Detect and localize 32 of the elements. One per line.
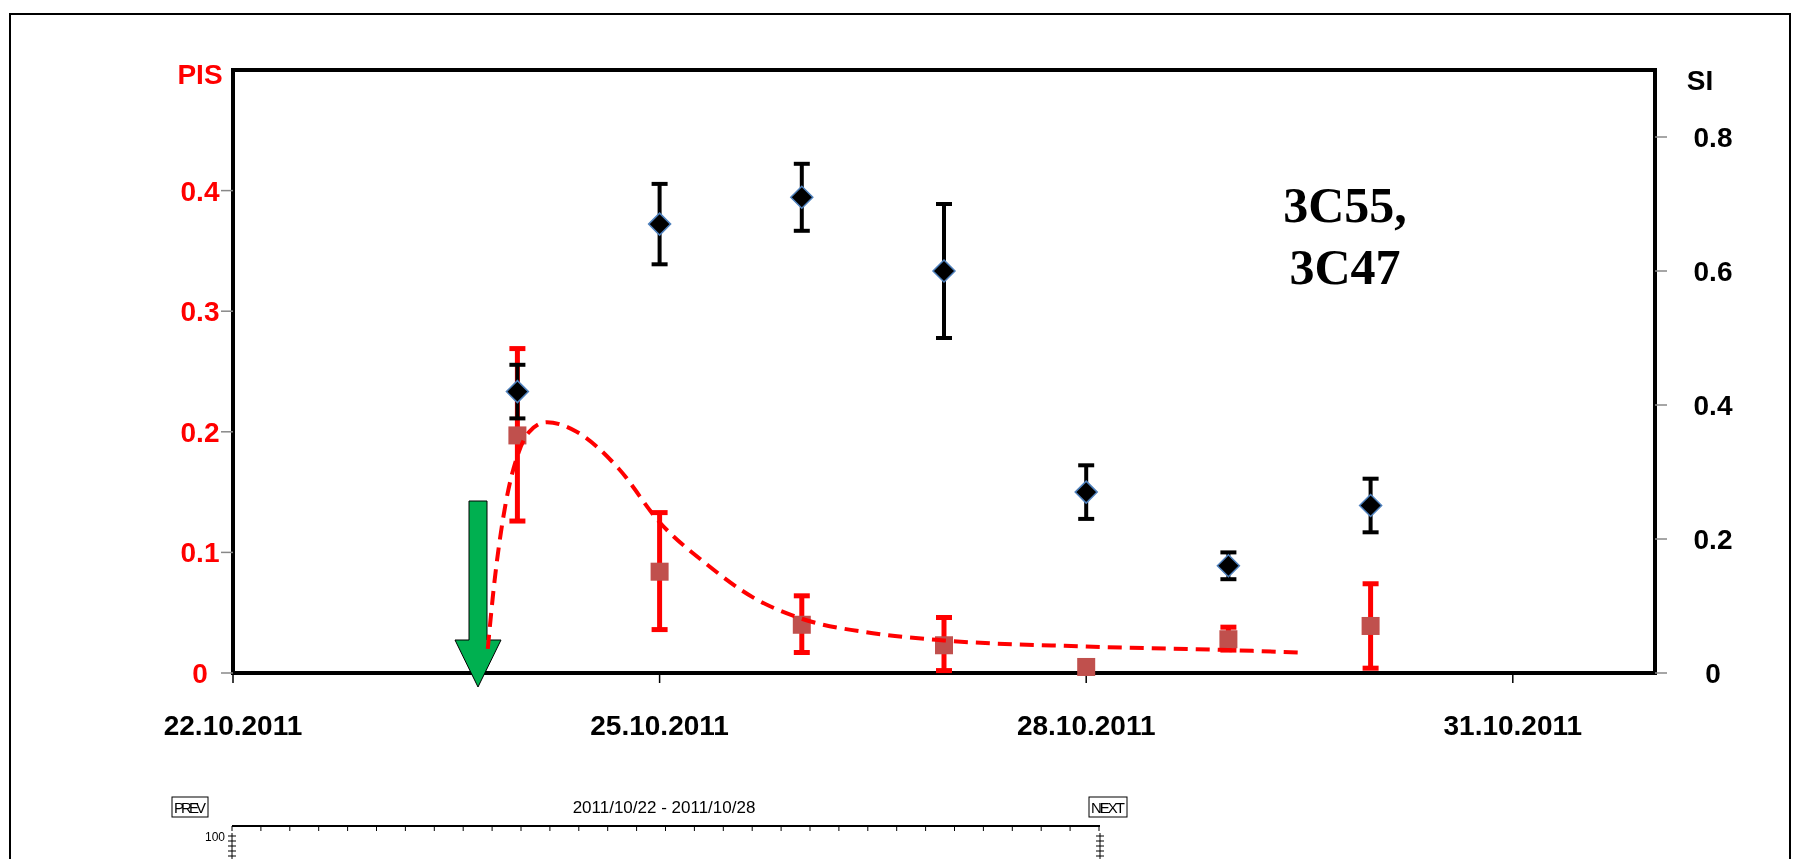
- y2-tick-label: 0: [1705, 658, 1721, 689]
- point: [647, 212, 672, 236]
- point: [790, 185, 814, 210]
- y-tick-label: 0.2: [180, 416, 220, 448]
- x-tick-label: 25.10.2011: [590, 710, 729, 741]
- y-tick-label: 0.1: [180, 537, 220, 569]
- point: [1358, 493, 1383, 518]
- y2-tick-label: 0.6: [1693, 256, 1733, 287]
- point: [650, 562, 669, 581]
- y-tick-label: 0.4: [180, 175, 220, 207]
- y2-tick-label: 0.4: [1693, 390, 1733, 421]
- y-tick-label: 0: [192, 658, 208, 689]
- point: [1361, 616, 1380, 635]
- text: 2011/10/22 - 2011/10/28: [572, 798, 756, 817]
- x-tick-label: 31.10.2011: [1443, 710, 1583, 741]
- y-axis-title: PIS: [177, 59, 223, 90]
- point: [1074, 480, 1098, 504]
- point: [1219, 630, 1238, 649]
- y2-tick-label: 0.8: [1693, 122, 1733, 153]
- y2-tick-label: 0.2: [1693, 524, 1733, 555]
- y2-axis-title: SI: [1686, 65, 1714, 96]
- text: 100: [204, 830, 226, 844]
- point: [932, 259, 956, 283]
- annotation: 3C55, 3C47: [1283, 177, 1407, 295]
- x-tick-label: 28.10.2011: [1016, 710, 1156, 741]
- text: PREV: [174, 799, 206, 816]
- x-tick-label: 22.10.2011: [163, 710, 303, 741]
- point: [508, 426, 527, 445]
- point: [505, 379, 530, 404]
- y-tick-label: 0.3: [180, 296, 220, 328]
- point: [1077, 657, 1096, 676]
- text: NEXT: [1091, 799, 1125, 816]
